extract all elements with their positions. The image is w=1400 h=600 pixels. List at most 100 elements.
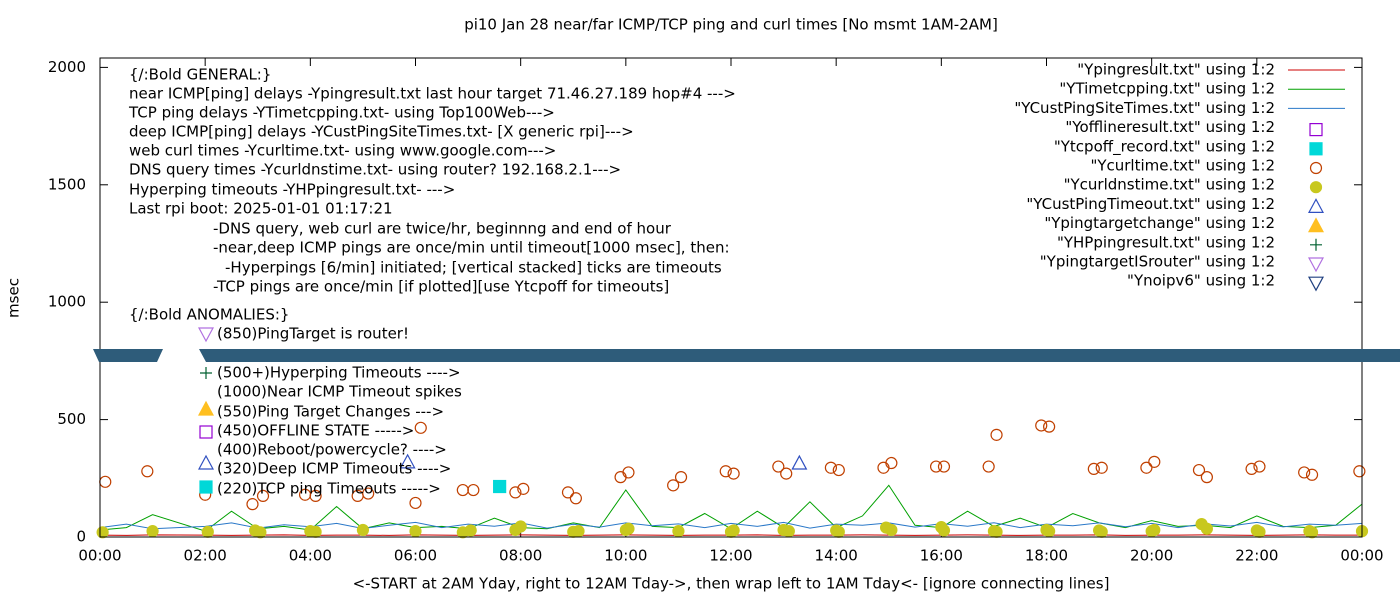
legend-label: "Yofflineresult.txt" using 1:2 [1065,118,1275,136]
legend-label: "YTimetcpping.txt" using 1:2 [1059,80,1275,98]
point [674,471,688,484]
anomaly-keys [197,327,215,494]
point [990,428,1003,441]
point [362,487,375,500]
point [614,471,627,484]
point [772,460,785,473]
point [464,524,477,537]
annotation: (320)Deep ICMP Timeouts ----> [217,460,451,478]
legend-swatch [1307,198,1325,213]
key-icon [197,454,215,470]
point [246,498,259,511]
point [514,520,527,533]
point [414,421,427,434]
x-tick-label: 18:00 [1025,547,1068,565]
x-tick-label: 12:00 [709,547,752,565]
legend-label: "Ynoipv6" using 1:2 [1127,272,1275,290]
point [877,461,890,474]
point [456,483,469,497]
y-tick-label: 1500 [48,175,86,193]
x-tick-label: 20:00 [1130,547,1173,565]
legend-swatch [1309,161,1323,175]
point [201,525,214,538]
x-tick-label: 16:00 [920,547,963,565]
y-tick-label: 500 [57,410,86,428]
legend-swatch [1307,217,1325,233]
point [1140,461,1153,474]
legend: "Ypingresult.txt" using 1:2"YTimetcpping… [1014,61,1345,292]
point [719,465,732,478]
legend-swatch [1307,276,1325,292]
point [1148,523,1161,537]
annotation: TCP ping delays -YTimetcpping.txt- using… [128,104,555,122]
point [1095,461,1108,474]
plot-area [96,58,1369,539]
annotation: (1000)Near ICMP Timeout spikes [217,383,462,401]
point [572,525,585,538]
point [672,525,685,538]
x-tick-label: 06:00 [394,547,437,565]
point [1043,420,1056,433]
point [832,525,845,538]
point [99,475,112,488]
point [622,466,635,479]
band-segment [93,349,163,362]
x-tick-label: 00:00 [1340,547,1383,565]
point [1035,419,1048,432]
legend-label: "Ypingresult.txt" using 1:2 [1077,61,1275,79]
point [1298,466,1311,479]
legend-label: "YCustPingSiteTimes.txt" using 1:2 [1014,99,1275,117]
point [309,489,322,503]
point [782,525,795,538]
legend-label: "Ycurltime.txt" using 1:2 [1090,157,1275,175]
point [937,524,951,537]
series-line [99,521,1363,530]
annotation: -near,deep ICMP pings are once/min until… [213,239,730,257]
point [982,460,995,473]
annotations: {/:Bold GENERAL:}near ICMP[ping] delays … [128,66,736,498]
point [467,483,480,497]
point [622,522,635,535]
point [256,489,270,503]
annotation: {/:Bold ANOMALIES:} [129,306,289,324]
annotation: DNS query times -Ycurldnstime.txt- using… [129,161,621,179]
point [1192,463,1206,477]
point [517,482,530,495]
point [409,525,422,538]
annotation: -TCP pings are once/min [if plotted][use… [213,278,669,296]
legend-swatch [1309,122,1323,137]
x-tick-label: 22:00 [1235,547,1278,565]
point [1087,462,1100,476]
legend-label: "Ypingtargetchange" using 1:2 [1044,214,1275,232]
legend-label: "Ycurldnstime.txt" using 1:2 [1064,176,1275,194]
point [493,479,507,494]
point [509,486,522,499]
y-tick-label: 0 [76,528,86,546]
annotation: Hyperping timeouts -YHPpingresult.txt- -… [129,181,455,199]
series-line [99,484,1363,532]
point [146,525,159,538]
legend-label: "YHPpingresult.txt" using 1:2 [1057,233,1275,251]
key-icon [199,480,213,494]
point [791,454,808,470]
break-band [93,349,1400,362]
point [1305,526,1319,539]
point [667,479,680,492]
legend-label: "YpingtargetISrouter" using 1:2 [1040,253,1275,271]
x-tick-label: 10:00 [604,547,647,565]
band-segment [199,349,1400,362]
x-axis-label: <-START at 2AM Yday, right to 12AM Tday-… [353,575,1110,593]
legend-label: "Ytcpoff_record.txt" using 1:2 [1054,137,1275,156]
y-tick-label: 2000 [48,58,86,76]
point [309,525,322,538]
annotation: (450)OFFLINE STATE -----> [217,422,414,440]
y-tick-label: 1000 [48,293,86,311]
point [780,467,793,480]
key-icon [199,425,213,439]
chart-title: pi10 Jan 28 near/far ICMP/TCP ping and c… [464,16,998,34]
annotation: -Hyperpings [6/min] initiated; [vertical… [225,259,722,277]
x-tick-label: 02:00 [184,547,227,565]
point [937,460,951,473]
point [399,453,416,469]
